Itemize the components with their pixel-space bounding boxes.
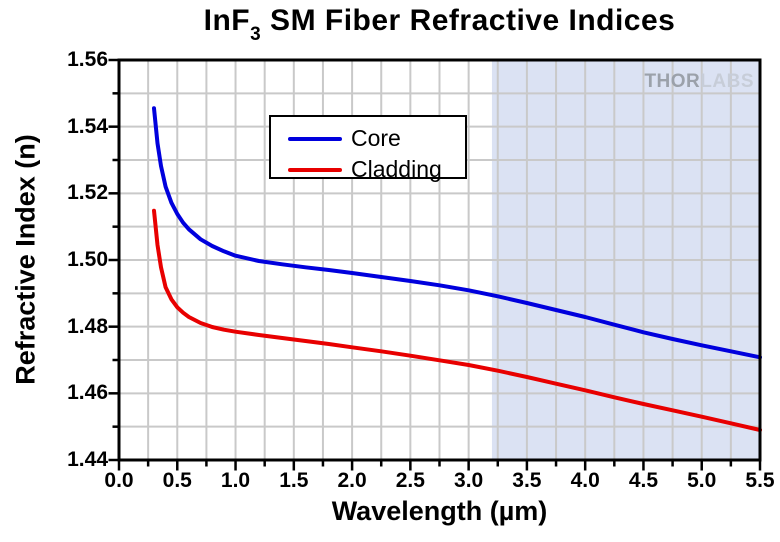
legend-item-cladding: Cladding [271, 154, 465, 185]
watermark-labs: LABS [700, 71, 754, 92]
x-tick-label: 0.0 [104, 469, 134, 492]
watermark-thor: THOR [644, 71, 701, 92]
y-tick-label: 1.52 [67, 181, 108, 205]
plot-frame [117, 58, 762, 462]
x-tick-label: 2.5 [395, 469, 425, 492]
y-tick-label: 1.46 [67, 381, 108, 405]
x-tick-label: 5.5 [745, 469, 775, 492]
x-tick-label: 4.5 [628, 469, 659, 492]
x-tick-label: 4.0 [570, 469, 600, 492]
x-tick-label: 2.0 [337, 469, 367, 492]
x-tick-label: 3.0 [454, 469, 484, 492]
x-tick-label: 1.5 [279, 469, 309, 492]
legend: Core Cladding [269, 115, 467, 181]
legend-cladding-line-swatch [288, 167, 342, 172]
legend-core-label: Core [351, 125, 401, 151]
legend-cladding-label: Cladding [351, 156, 442, 182]
x-tick-label: 0.5 [162, 469, 192, 492]
x-tick-label: 1.0 [220, 469, 251, 492]
chart-title-prefix: InF [203, 4, 251, 37]
series-line-cladding [152, 208, 762, 432]
legend-item-core: Core [271, 123, 465, 154]
chart-title-suffix: SM Fiber Refractive Indices [261, 4, 676, 37]
legend-core-line-swatch [288, 136, 342, 141]
thorlabs-watermark: THORLABS [644, 71, 754, 93]
y-tick-label: 1.54 [67, 114, 108, 138]
x-tick-label: 3.5 [512, 469, 542, 492]
y-tick-label: 1.48 [67, 314, 108, 338]
series-line-core [152, 106, 762, 360]
chart-title-subscript: 3 [250, 24, 262, 45]
y-tick-label: 1.50 [67, 248, 108, 271]
x-axis-title: Wavelength (µm) [331, 496, 548, 526]
x-tick-label: 5.0 [687, 469, 717, 492]
y-tick-label: 1.44 [67, 448, 108, 471]
chart-title: InF3 SM Fiber Refractive Indices [119, 4, 760, 46]
y-tick-label: 1.56 [67, 48, 108, 71]
